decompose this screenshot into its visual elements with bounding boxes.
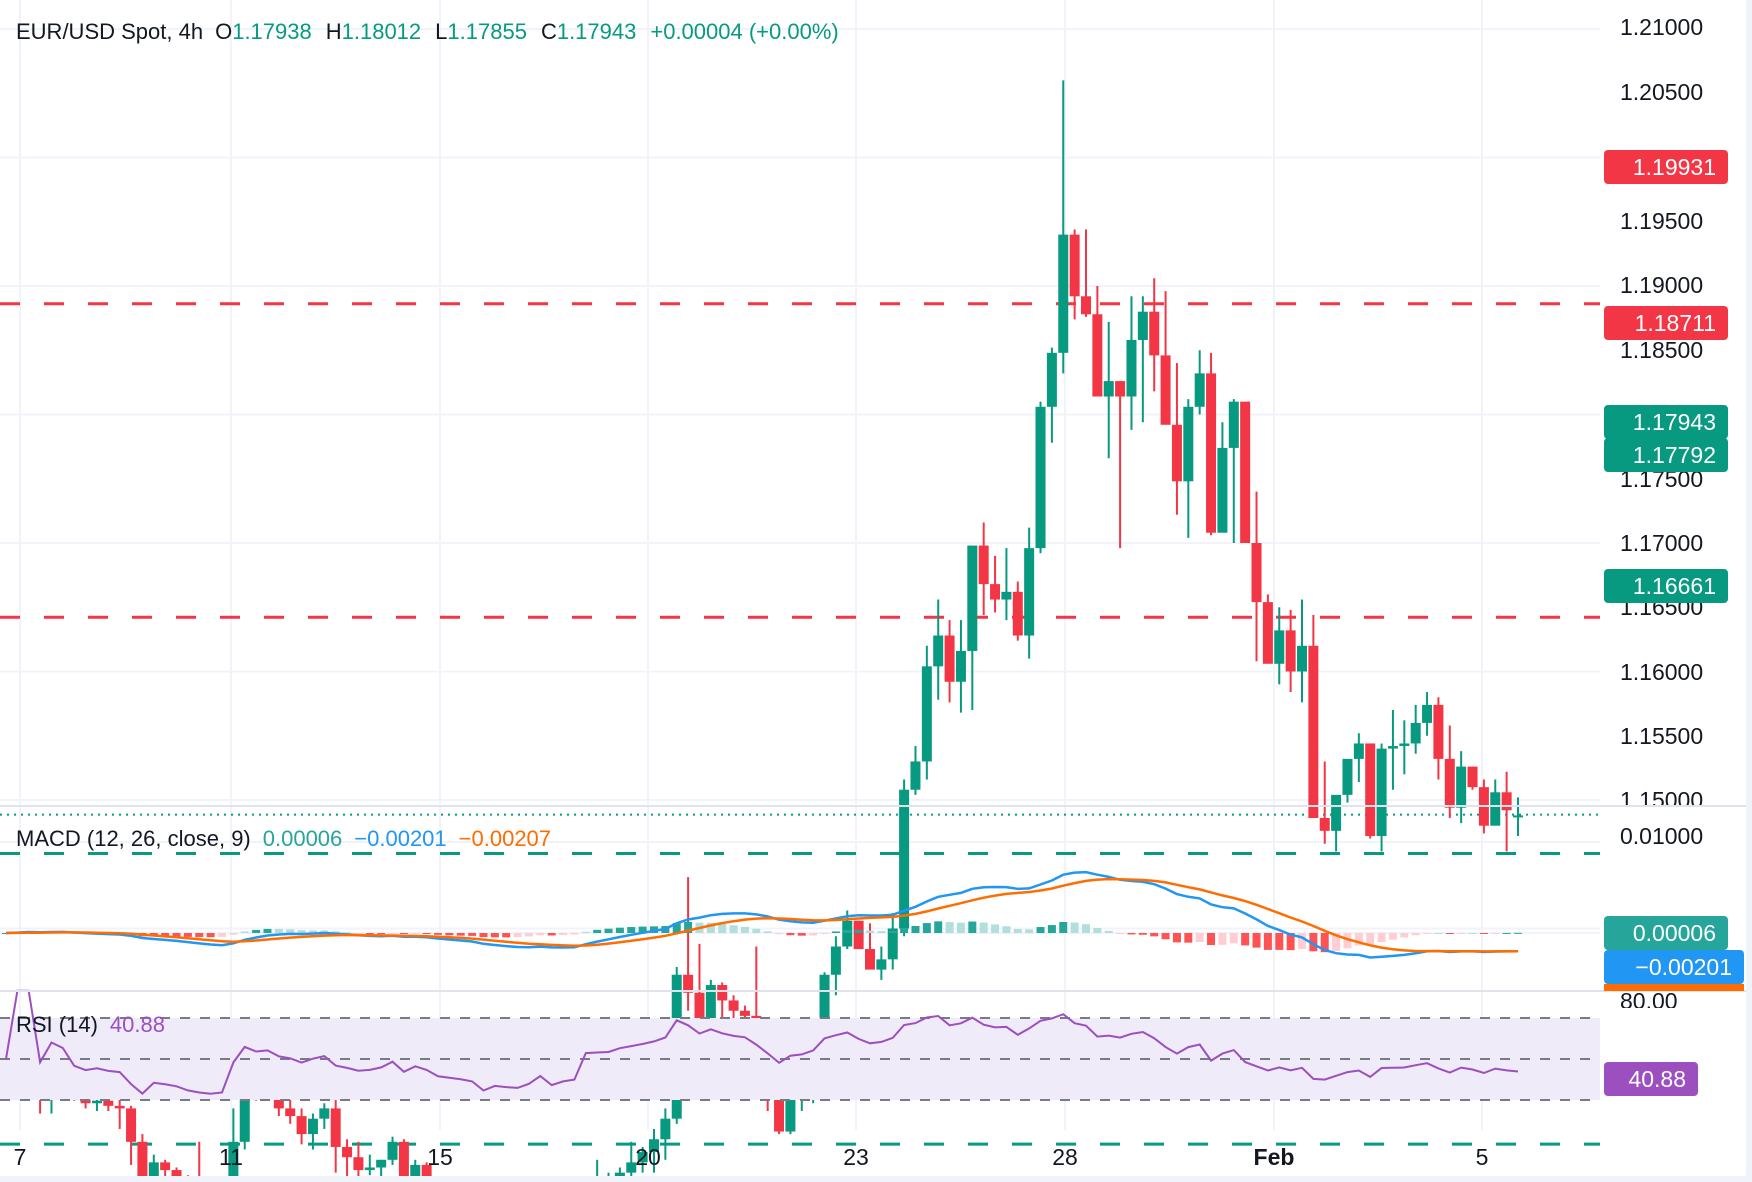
rsi-pane xyxy=(0,989,1600,1101)
price-axis-label: 1.21000 xyxy=(1620,14,1704,40)
rsi-value: 40.88 xyxy=(109,1012,165,1037)
frame-bottom xyxy=(0,1176,1752,1182)
rsi-value-tag: 40.88 xyxy=(1604,1062,1698,1096)
price-axis-label: 1.19500 xyxy=(1620,208,1704,234)
resistance-tag-upper: 1.19931 xyxy=(1604,150,1728,184)
price-axis-label: 1.18500 xyxy=(1620,337,1704,363)
close-label: C xyxy=(540,19,557,44)
frame-right xyxy=(1746,0,1752,1182)
time-axis-label-month: Feb xyxy=(1253,1144,1295,1170)
macd-hist-value: 0.00006 xyxy=(262,826,343,851)
candlestick-series xyxy=(1,80,1523,1182)
macd-hist-tag: 0.00006 xyxy=(1604,916,1728,950)
macd-pane xyxy=(2,870,1522,959)
low-value: 1.17855 xyxy=(447,19,527,44)
horizontal-levels xyxy=(0,302,1600,1146)
price-axis-label: 1.19000 xyxy=(1620,272,1704,298)
macd-axis-label: 0.01000 xyxy=(1620,823,1704,849)
time-axis-label: 20 xyxy=(635,1144,661,1170)
rsi-title[interactable]: RSI (14) xyxy=(16,1012,98,1037)
macd-line-tag: −0.00201 xyxy=(1604,950,1744,984)
high-label: H xyxy=(325,19,342,44)
time-axis-label: 15 xyxy=(427,1144,453,1170)
grid-lines xyxy=(0,0,1600,1130)
price-axis-label: 1.17000 xyxy=(1620,530,1704,556)
symbol-legend: EUR/USD Spot, 4h O1.17938 H1.18012 L1.17855… xyxy=(16,19,845,45)
support-tag-lower: 1.16661 xyxy=(1604,569,1728,603)
macd-legend: MACD (12, 26, close, 9) 0.00006 −0.00201 −0… xyxy=(16,826,557,852)
high-value: 1.18012 xyxy=(341,19,422,44)
time-axis-label: 28 xyxy=(1052,1144,1078,1170)
close-value: 1.17943 xyxy=(556,19,637,44)
change-value: +0.00004 (+0.00%) xyxy=(650,19,839,44)
rsi-legend: RSI (14) 40.88 xyxy=(16,1012,171,1038)
macd-signal-value: −0.00207 xyxy=(458,826,552,851)
macd-title[interactable]: MACD (12, 26, close, 9) xyxy=(16,826,251,851)
macd-line-value: −0.00201 xyxy=(354,826,447,851)
macd-signal-tag xyxy=(1604,984,1744,991)
pane-separator-rsi[interactable] xyxy=(0,990,1752,992)
low-label: L xyxy=(435,19,448,44)
time-axis-label: 23 xyxy=(843,1144,869,1170)
time-axis-label: 5 xyxy=(1475,1144,1489,1170)
open-value: 1.17938 xyxy=(232,19,312,44)
price-axis-label: 1.15500 xyxy=(1620,723,1704,749)
resistance-tag-lower: 1.18711 xyxy=(1604,306,1728,340)
symbol-title[interactable]: EUR/USD Spot, 4h xyxy=(16,19,204,44)
price-axis-label: 1.15000 xyxy=(1620,787,1704,805)
last-price-tag: 1.17943 xyxy=(1604,405,1728,439)
price-axis-label: 1.20500 xyxy=(1620,79,1704,105)
time-axis-label: 7 xyxy=(13,1144,27,1170)
rsi-axis-label: 80.00 xyxy=(1620,988,1678,1008)
time-axis-label: 11 xyxy=(219,1144,243,1170)
pane-separator-macd[interactable] xyxy=(0,805,1752,807)
support-tag-upper: 1.17792 xyxy=(1604,438,1728,472)
open-label: O xyxy=(215,19,233,44)
price-axis-label: 1.16000 xyxy=(1620,659,1704,685)
